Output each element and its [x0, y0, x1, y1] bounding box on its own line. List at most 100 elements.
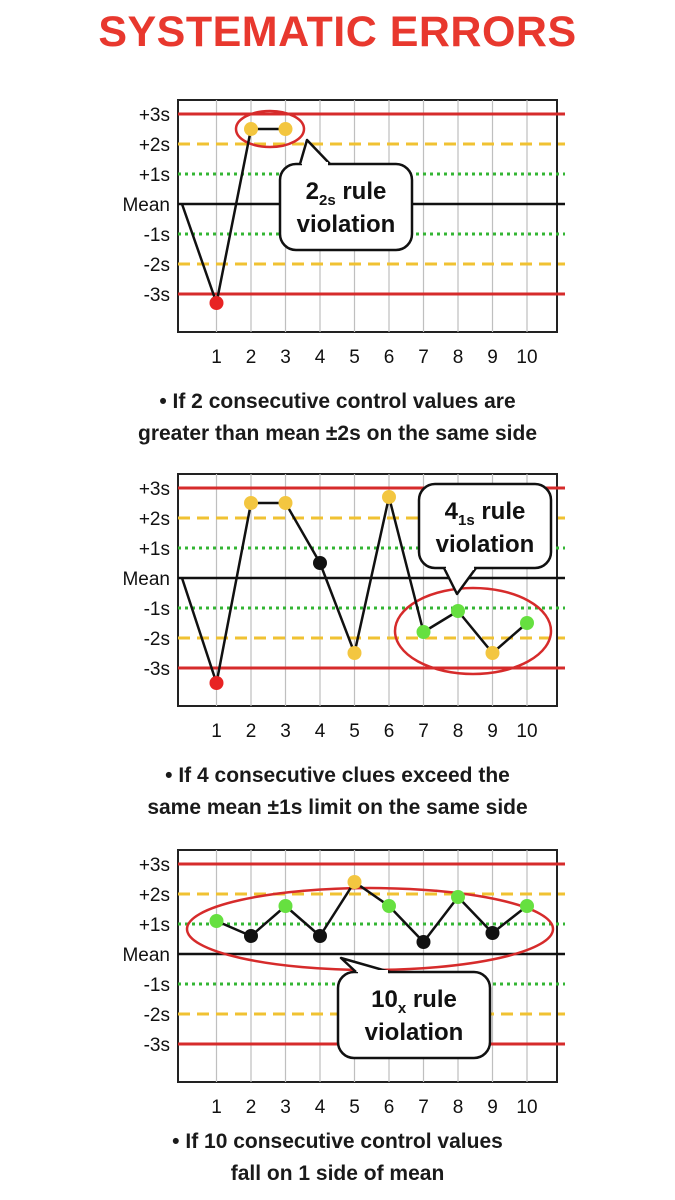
caption-line-1: • If 4 consecutive clues exceed the: [165, 764, 510, 787]
callout-box: [417, 482, 553, 570]
chart-10x-rule: +3s +2s +1s Mean -1s -2s -3s 1 2 3 4 5 6 7 8 9 10 10x rul…: [0, 842, 675, 1132]
x-tick-label: 4: [315, 1097, 326, 1118]
rule-subscript: 2s: [319, 192, 336, 209]
y-tick-label: -2s: [144, 629, 170, 650]
data-point: [347, 875, 362, 889]
x-tick-label: 3: [280, 1097, 291, 1118]
y-tick-label: +2s: [139, 135, 170, 156]
rule-word: rule: [406, 986, 457, 1013]
data-point: [209, 676, 224, 690]
y-tick-label: Mean: [122, 569, 170, 590]
x-tick-label: 7: [418, 721, 429, 742]
x-tick-label: 10: [516, 1097, 537, 1118]
x-tick-label: 5: [349, 1097, 360, 1118]
data-point: [382, 490, 396, 504]
caption-line-2: same mean ±1s limit on the same side: [147, 796, 528, 819]
chart-4-1s-rule: +3s +2s +1s Mean -1s -2s -3s 1 2 3 4 5 6 7 8 9 10 41s rul…: [0, 466, 675, 756]
x-tick-label: 9: [487, 1097, 498, 1118]
rule-number: 10: [371, 986, 398, 1013]
data-series-line: [216, 880, 528, 944]
violation-ellipse: [393, 586, 553, 676]
x-tick-label: 5: [349, 347, 360, 368]
caption-line-1: • If 2 consecutive control values are: [159, 390, 516, 413]
data-point: [520, 616, 534, 630]
violation-ellipse: [234, 109, 306, 149]
caption-4-1s-rule: • If 4 consecutive clues exceed the same…: [0, 760, 675, 824]
x-tick-label: 10: [516, 721, 537, 742]
x-tick-label: 1: [211, 347, 222, 368]
x-tick-label: 6: [384, 1097, 395, 1118]
x-tick-label: 9: [487, 347, 498, 368]
y-tick-label: +2s: [139, 509, 170, 530]
y-tick-label: +2s: [139, 885, 170, 906]
data-point: [278, 496, 293, 510]
x-tick-label: 8: [453, 1097, 464, 1118]
caption-10x-rule: • If 10 consecutive control values fall …: [0, 1126, 675, 1190]
data-point: [278, 899, 293, 913]
callout-rule-label: 41s rule: [445, 498, 526, 529]
data-point: [244, 496, 258, 510]
callout-rule-label: 22s rule: [306, 178, 387, 209]
y-tick-label: +3s: [139, 855, 170, 876]
x-tick-label: 2: [246, 1097, 257, 1118]
callout-tail: [298, 138, 331, 165]
caption-line-2: greater than mean ±2s on the same side: [138, 422, 537, 445]
callout-violation-label: violation: [365, 1019, 464, 1046]
y-tick-label: -3s: [144, 285, 170, 306]
data-point: [209, 914, 224, 928]
caption-line-2: fall on 1 side of mean: [230, 1162, 445, 1185]
data-point: [520, 899, 534, 913]
x-tick-label: 2: [246, 347, 257, 368]
caption-2-2s-rule: • If 2 consecutive control values are gr…: [0, 386, 675, 450]
x-tick-label: 1: [211, 1097, 222, 1118]
x-tick-label: 4: [315, 347, 326, 368]
x-tick-label: 3: [280, 347, 291, 368]
callout-box: [278, 162, 414, 252]
rule-number: 2: [306, 178, 319, 205]
y-tick-label: -1s: [144, 599, 170, 620]
callout-tail: [442, 567, 478, 596]
y-tick-label: +1s: [139, 915, 170, 936]
x-tick-label: 6: [384, 721, 395, 742]
y-tick-label: Mean: [122, 945, 170, 966]
y-tick-label: +3s: [139, 105, 170, 126]
rule-word: rule: [475, 498, 526, 525]
data-point: [451, 604, 465, 618]
x-tick-label: 7: [418, 347, 429, 368]
callout-tail: [339, 956, 391, 974]
x-tick-label: 2: [246, 721, 257, 742]
page-title: SYSTEMATIC ERRORS: [98, 8, 577, 56]
data-point: [416, 625, 431, 639]
y-tick-label: -2s: [144, 255, 170, 276]
y-tick-label: -3s: [144, 659, 170, 680]
data-point: [313, 556, 327, 570]
x-tick-label: 8: [453, 347, 464, 368]
rule-number: 4: [445, 498, 459, 525]
x-tick-label: 6: [384, 347, 395, 368]
y-tick-label: Mean: [122, 195, 170, 216]
data-point: [209, 296, 224, 310]
y-tick-label: +1s: [139, 539, 170, 560]
data-point: [278, 122, 293, 136]
y-tick-label: -1s: [144, 975, 170, 996]
callout-violation-label: violation: [436, 531, 535, 558]
data-point: [244, 929, 258, 943]
data-point: [244, 122, 258, 136]
x-tick-label: 8: [453, 721, 464, 742]
callout-box: [336, 970, 492, 1060]
data-point: [416, 935, 431, 949]
data-point: [485, 646, 500, 660]
data-series-line: [180, 127, 286, 305]
x-tick-label: 9: [487, 721, 498, 742]
rule-subscript: 1s: [458, 512, 475, 529]
rule-word: rule: [336, 178, 387, 205]
y-tick-label: -3s: [144, 1035, 170, 1056]
rule-subscript: x: [398, 1000, 407, 1017]
x-tick-label: 3: [280, 721, 291, 742]
callout-violation-label: violation: [297, 211, 396, 238]
y-tick-label: +3s: [139, 479, 170, 500]
data-point: [451, 890, 465, 904]
